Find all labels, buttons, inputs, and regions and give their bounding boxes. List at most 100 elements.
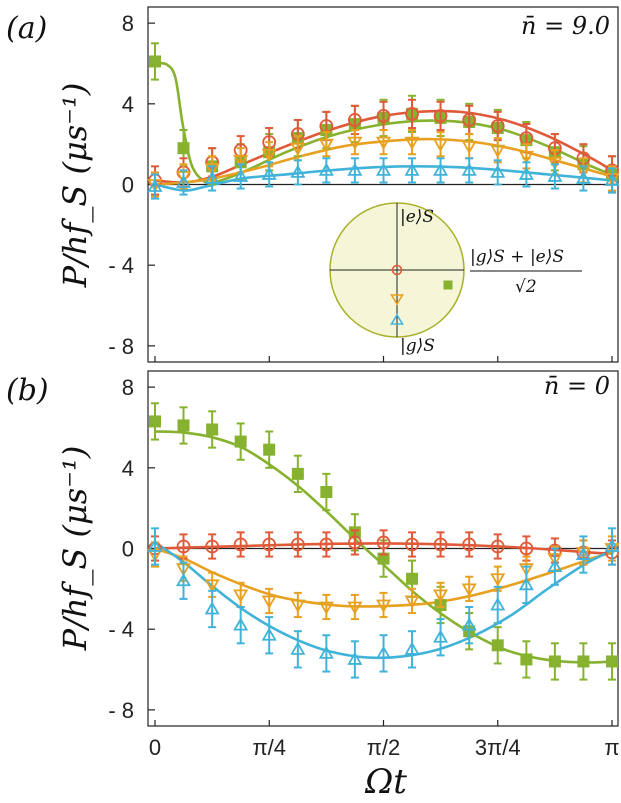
xtick-label: 3π/4: [475, 735, 521, 760]
data-point: [433, 618, 449, 657]
marker-triangle-up: [175, 572, 192, 587]
marker-square: [377, 552, 390, 565]
marker-triangle-up: [204, 601, 220, 615]
inset-green-square-marker: [443, 280, 453, 290]
data-point: [204, 589, 220, 629]
data-point: [233, 163, 249, 190]
marker-square: [234, 435, 247, 448]
data-point: [347, 593, 363, 621]
xtick-label: π: [604, 735, 619, 760]
marker-triangle-down: [404, 595, 420, 609]
panel-b-tag: (b): [6, 373, 49, 408]
data-point: [575, 535, 591, 574]
data-point: [347, 129, 363, 156]
marker-square: [548, 655, 561, 668]
data-point: [347, 529, 362, 556]
xtick-label: π/4: [252, 735, 286, 760]
marker-circle: [490, 539, 505, 554]
marker-triangle-up: [347, 651, 363, 665]
data-point: [404, 129, 420, 156]
data-point: [177, 406, 190, 445]
marker-triangle-up: [233, 617, 249, 631]
marker-triangle-down: [261, 595, 277, 609]
inset-blue-triangle-marker: [390, 313, 404, 325]
data-point: [461, 605, 477, 645]
data-point: [405, 98, 419, 130]
marker-triangle-up: [347, 162, 363, 176]
marker-triangle-up: [318, 162, 334, 176]
marker-triangle-up: [290, 164, 306, 178]
marker-circle: [376, 535, 391, 550]
data-point: [433, 531, 448, 558]
marker-triangle-up: [261, 627, 277, 641]
data-point: [547, 163, 563, 190]
marker-triangle-up: [175, 174, 192, 188]
marker-triangle-up: [404, 641, 420, 655]
marker-triangle-up: [233, 168, 249, 182]
marker-triangle-down: [433, 138, 449, 152]
data-point: [404, 587, 420, 615]
marker-triangle-up: [575, 546, 591, 560]
marker-circle: [347, 113, 362, 127]
panel-a: (a) n̄ = 9.0 P/hf_S (μs⁻¹) 8 4 0 - 4 - 8 |e⟩…: [6, 6, 620, 363]
data-point: [320, 472, 333, 512]
marker-circle: [519, 541, 534, 556]
inset-diagram: |e⟩S |g⟩S |g⟩S + |e⟩S √2: [329, 202, 582, 356]
marker-square: [149, 415, 161, 428]
data-point: [375, 129, 392, 156]
data-point: [462, 531, 477, 558]
data-point: [490, 137, 506, 164]
marker-circle: [405, 537, 419, 552]
marker-square: [606, 655, 619, 668]
data-point: [604, 527, 620, 566]
marker-circle: [233, 537, 248, 552]
ytick-label: - 8: [108, 698, 134, 723]
inset-red-circle-marker: [391, 264, 403, 276]
data-point: [405, 531, 419, 558]
marker-triangle-up: [604, 538, 620, 552]
data-point: [206, 410, 219, 449]
panel-b-annotation: n̄ = 0: [544, 372, 610, 400]
marker-triangle-up: [375, 162, 392, 176]
data-point: [233, 531, 248, 558]
data-point: [376, 529, 391, 556]
marker-triangle-up: [518, 166, 534, 180]
data-point: [263, 430, 276, 469]
data-point: [490, 585, 506, 625]
data-point: [318, 131, 334, 158]
marker-square: [520, 653, 533, 666]
marker-triangle-up: [461, 617, 477, 631]
marker-triangle-up: [375, 645, 392, 659]
data-point: [318, 593, 334, 621]
data-point: [147, 527, 163, 566]
data-point: [547, 547, 563, 586]
marker-triangle-up: [518, 576, 534, 591]
marker-triangle-down: [518, 563, 534, 577]
marker-triangle-down: [204, 162, 220, 177]
data-point: [319, 531, 334, 558]
marker-triangle-up: [461, 162, 477, 176]
marker-circle: [205, 539, 220, 554]
data-point: [606, 642, 619, 681]
marker-triangle-down: [233, 154, 249, 169]
marker-square: [177, 142, 190, 155]
marker-triangle-down: [233, 589, 249, 603]
marker-square: [491, 639, 504, 652]
data-point: [347, 157, 363, 184]
marker-triangle-down: [404, 136, 420, 150]
marker-circle: [376, 109, 391, 123]
data-point: [575, 165, 591, 192]
data-point: [433, 131, 449, 158]
marker-triangle-down: [204, 579, 220, 593]
marker-triangle-up: [147, 538, 163, 552]
marker-circle: [433, 109, 448, 123]
panel-b-xticks: 0 π/4 π/2 3π/4 π: [149, 720, 620, 760]
fit-curve: [154, 165, 612, 192]
data-point: [347, 640, 363, 679]
inset-label-e: |e⟩S: [400, 207, 434, 227]
marker-circle: [176, 539, 191, 554]
panel-a-points: [147, 42, 620, 200]
data-point: [261, 616, 277, 655]
marker-triangle-up: [433, 629, 449, 643]
marker-triangle-down: [375, 599, 392, 613]
